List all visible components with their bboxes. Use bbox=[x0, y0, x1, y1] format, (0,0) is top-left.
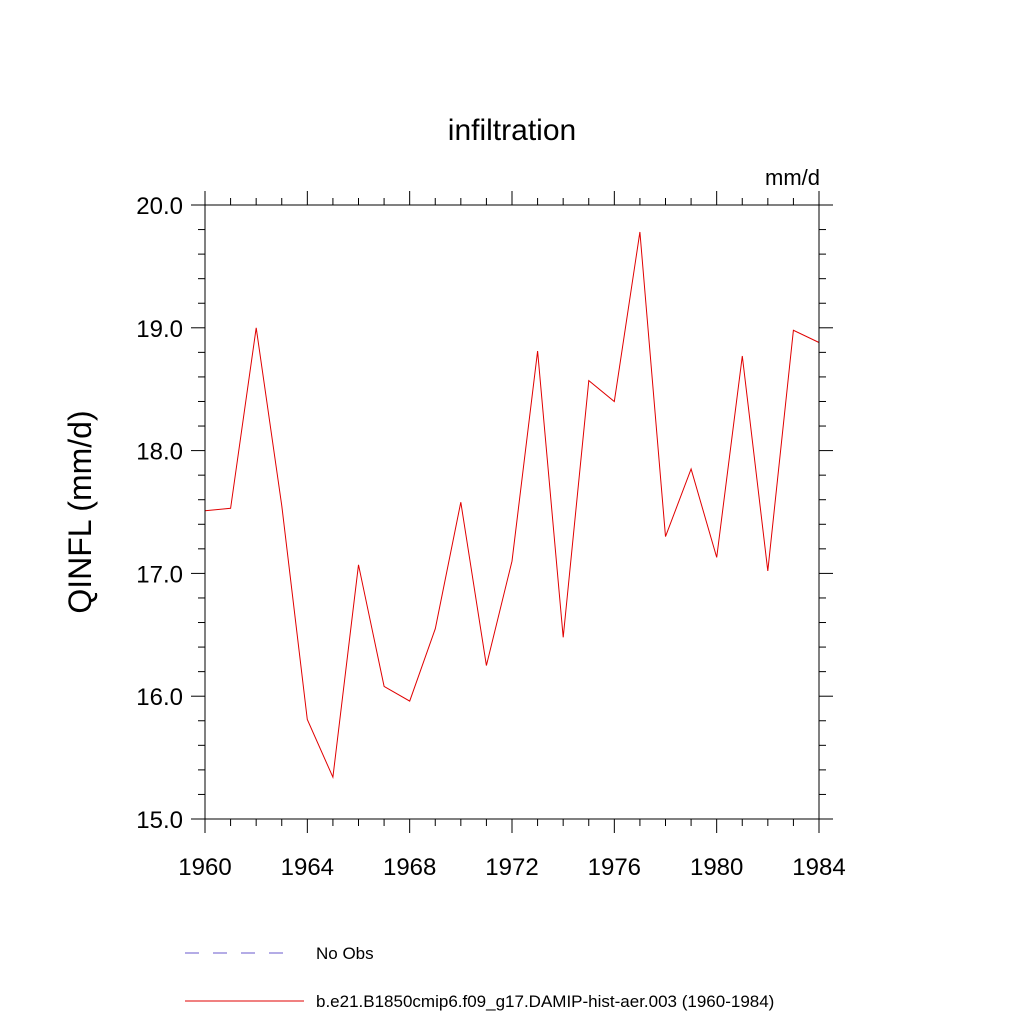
y-tick-label: 18.0 bbox=[136, 439, 183, 466]
x-tick-label: 1960 bbox=[178, 854, 231, 881]
y-tick-label: 15.0 bbox=[136, 807, 183, 834]
legend: No Obs b.e21.B1850cmip6.f09_g17.DAMIP-hi… bbox=[185, 944, 774, 1011]
x-tick-label: 1984 bbox=[792, 854, 845, 881]
series-lines bbox=[204, 231, 820, 780]
series-line bbox=[204, 231, 820, 780]
units-label: mm/d bbox=[765, 165, 820, 190]
y-tick-label: 20.0 bbox=[136, 193, 183, 220]
legend-label-model: b.e21.B1850cmip6.f09_g17.DAMIP-hist-aer.… bbox=[316, 992, 774, 1011]
y-tick-label: 17.0 bbox=[136, 561, 183, 588]
y-tick-label: 19.0 bbox=[136, 316, 183, 343]
x-tick-label: 1980 bbox=[690, 854, 743, 881]
tick-labels: 15.0 16.0 17.0 18.0 19.0 20.0 1960 1964 1968 1972… bbox=[136, 193, 845, 881]
chart-title: infiltration bbox=[448, 114, 576, 147]
axis-ticks bbox=[191, 191, 833, 833]
y-axis-label: QINFL (mm/d) bbox=[62, 410, 98, 613]
legend-label-no-obs: No Obs bbox=[316, 944, 374, 963]
x-tick-label: 1972 bbox=[485, 854, 538, 881]
x-tick-label: 1964 bbox=[281, 854, 334, 881]
y-tick-label: 16.0 bbox=[136, 684, 183, 711]
plot-frame bbox=[204, 204, 820, 820]
x-tick-label: 1968 bbox=[383, 854, 436, 881]
x-tick-label: 1976 bbox=[588, 854, 641, 881]
